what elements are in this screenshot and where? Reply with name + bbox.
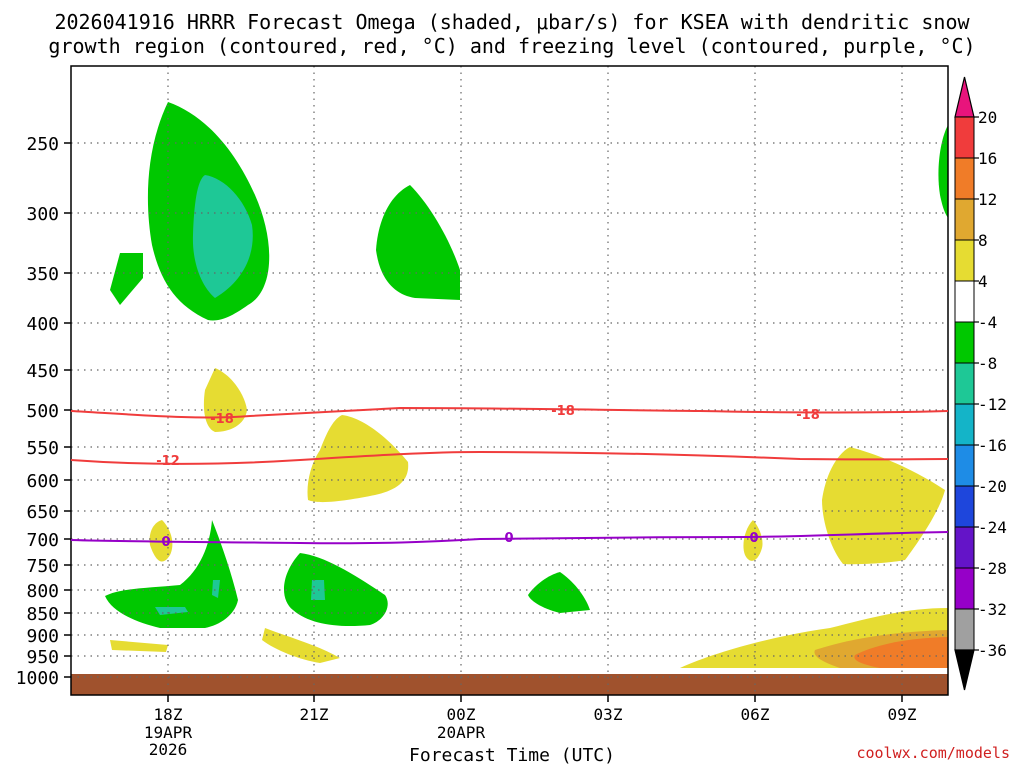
colorbar-box [954, 403, 975, 446]
colorbar-label: -24 [978, 518, 1007, 537]
plot-frame [70, 65, 949, 696]
y-tick-label: 350 [26, 264, 59, 285]
colorbar-label: -28 [978, 559, 1007, 578]
chart-title-line1: 2026041916 HRRR Forecast Omega (shaded, … [54, 10, 970, 34]
y-tick-label: 450 [26, 361, 59, 382]
contour-label: -18 [210, 412, 234, 427]
colorbar-label: -12 [978, 395, 1007, 414]
shade-green-800-right [528, 572, 590, 613]
chart-title-line2: growth region (contoured, red, °C) and f… [48, 34, 976, 58]
colorbar-bottom-arrow [954, 649, 975, 691]
colorbar-label: 20 [978, 108, 997, 127]
y-axis: 2503003504004505005506006507007508008509… [16, 134, 71, 689]
colorbar-box [954, 321, 975, 364]
x-date-label: 2026 [149, 740, 188, 759]
contour-labels: -18 -18 -18 -12 0 0 0 [156, 404, 820, 550]
x-tick-label: 21Z [300, 705, 329, 724]
y-tick-label: 950 [26, 647, 59, 668]
colorbar-label: 4 [978, 272, 988, 291]
colorbar-label: -16 [978, 436, 1007, 455]
contour-dendritic-18 [70, 406, 949, 419]
shade-green-right-edge [938, 125, 948, 218]
colorbar-label: -8 [978, 354, 997, 373]
colorbar-box [954, 485, 975, 528]
shade-yellow-small-900 [110, 640, 168, 652]
contour-freezing-level [70, 531, 949, 545]
colorbar-box [954, 526, 975, 569]
x-tick-label: 03Z [594, 705, 623, 724]
omega-shading [71, 102, 948, 695]
ground-surface [71, 674, 948, 695]
colorbar: 20 16 12 8 4 -4 -8 -12 -16 -20 -24 -28 -32 -36 [954, 76, 1007, 691]
colorbar-box [954, 444, 975, 487]
contour-label: 0 [161, 535, 170, 550]
colorbar-label: -36 [978, 641, 1007, 660]
y-tick-label: 850 [26, 604, 59, 625]
colorbar-box [954, 116, 975, 159]
colorbar-label: -4 [978, 313, 997, 332]
shade-orange-bottom-right [854, 637, 948, 668]
y-tick-label: 550 [26, 438, 59, 459]
contour-label: 0 [749, 531, 758, 546]
y-tick-label: 800 [26, 581, 59, 602]
colorbar-label: -32 [978, 600, 1007, 619]
colorbar-label: 16 [978, 149, 997, 168]
shade-yellow-940 [262, 628, 340, 663]
y-tick-label: 1000 [16, 668, 59, 689]
shade-yellow-700-right [743, 520, 763, 561]
shade-green-mid-upper [376, 185, 460, 300]
shade-green-800-mid [283, 553, 388, 627]
shade-teal-upper-left [192, 175, 253, 298]
shade-green-800-left [105, 520, 238, 628]
x-tick-label: 06Z [741, 705, 770, 724]
y-tick-label: 500 [26, 401, 59, 422]
shade-teal-800-small [212, 580, 220, 598]
x-date-label: 19APR [144, 723, 193, 742]
colorbar-box [954, 198, 975, 241]
y-tick-label: 700 [26, 530, 59, 551]
y-tick-label: 750 [26, 556, 59, 577]
contour-label: -12 [156, 454, 180, 469]
credit-text: coolwx.com/models [856, 744, 1010, 762]
colorbar-label: -20 [978, 477, 1007, 496]
contour-label: 0 [504, 531, 513, 546]
colorbar-box [954, 608, 975, 651]
colorbar-box [954, 567, 975, 610]
y-tick-label: 250 [26, 134, 59, 155]
y-tick-label: 600 [26, 471, 59, 492]
colorbar-top-arrow [954, 76, 975, 118]
y-tick-label: 650 [26, 502, 59, 523]
colorbar-label: 8 [978, 231, 988, 250]
shade-green-small-left [110, 253, 143, 305]
x-tick-label: 09Z [888, 705, 917, 724]
contour-label: -18 [551, 404, 575, 419]
colorbar-box [954, 280, 975, 323]
y-tick-label: 400 [26, 314, 59, 335]
colorbar-box [954, 239, 975, 282]
x-axis-label: Forecast Time (UTC) [409, 745, 615, 766]
x-tick-label: 18Z [154, 705, 183, 724]
x-tick-label: 00Z [447, 705, 476, 724]
x-date-label: 20APR [437, 723, 486, 742]
shade-yellow-right-600 [822, 447, 945, 565]
contour-label: -18 [796, 408, 820, 423]
grid-lines [71, 66, 948, 695]
colorbar-box [954, 157, 975, 200]
colorbar-label: 12 [978, 190, 997, 209]
y-tick-label: 300 [26, 204, 59, 225]
y-tick-label: 900 [26, 626, 59, 647]
colorbar-box [954, 362, 975, 405]
contour-dendritic-12 [70, 450, 949, 465]
